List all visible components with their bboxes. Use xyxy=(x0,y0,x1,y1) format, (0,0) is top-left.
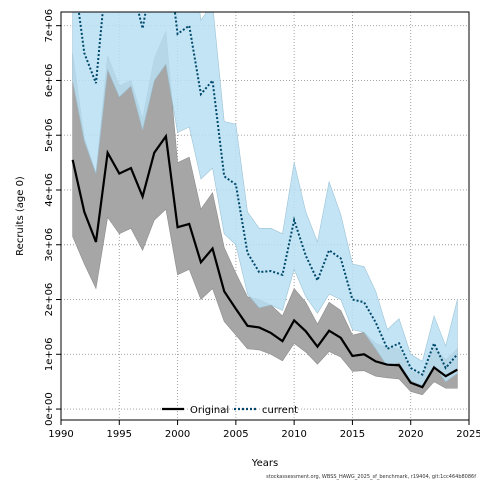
x-tick-label: 1990 xyxy=(48,429,73,440)
y-tick-label: 3e+06 xyxy=(44,228,55,262)
y-tick-label: 0e+00 xyxy=(44,392,55,426)
x-tick-label: 2015 xyxy=(340,429,365,440)
series-lines xyxy=(71,12,459,389)
y-tick-label: 1e+06 xyxy=(44,337,55,371)
plot-frame xyxy=(60,11,470,421)
legend: Original current xyxy=(162,405,298,416)
band-current xyxy=(72,12,458,386)
x-tick-label: 2000 xyxy=(165,429,190,440)
x-axis-title: Years xyxy=(251,458,278,469)
caption: stockassessment.org, WBSS_HAWG_2025_sf_b… xyxy=(266,474,476,480)
x-tick-label: 2010 xyxy=(281,429,306,440)
x-tick-label: 2025 xyxy=(456,429,480,440)
y-tick-label: 7e+06 xyxy=(44,9,55,43)
y-tick-label: 5e+06 xyxy=(44,118,55,152)
x-tick-label: 2005 xyxy=(223,429,248,440)
legend-label-original: Original xyxy=(190,405,229,416)
x-axis: 1990 1995 2000 2005 2010 2015 2020 2025 xyxy=(48,420,480,440)
y-tick-label: 6e+06 xyxy=(44,64,55,98)
series-line-original xyxy=(71,133,458,389)
legend-label-current: current xyxy=(262,405,298,416)
x-tick-label: 1995 xyxy=(107,429,132,440)
confidence-bands xyxy=(72,12,458,396)
y-axis: 0e+00 1e+06 2e+06 3e+06 4e+06 5e+06 6e+06 7e+06 xyxy=(44,9,61,426)
y-axis-title: Recruits (age 0) xyxy=(15,176,26,256)
y-tick-label: 4e+06 xyxy=(44,173,55,207)
y-tick-label: 2e+06 xyxy=(44,283,55,317)
x-tick-label: 2020 xyxy=(398,429,423,440)
band-original xyxy=(72,31,458,396)
